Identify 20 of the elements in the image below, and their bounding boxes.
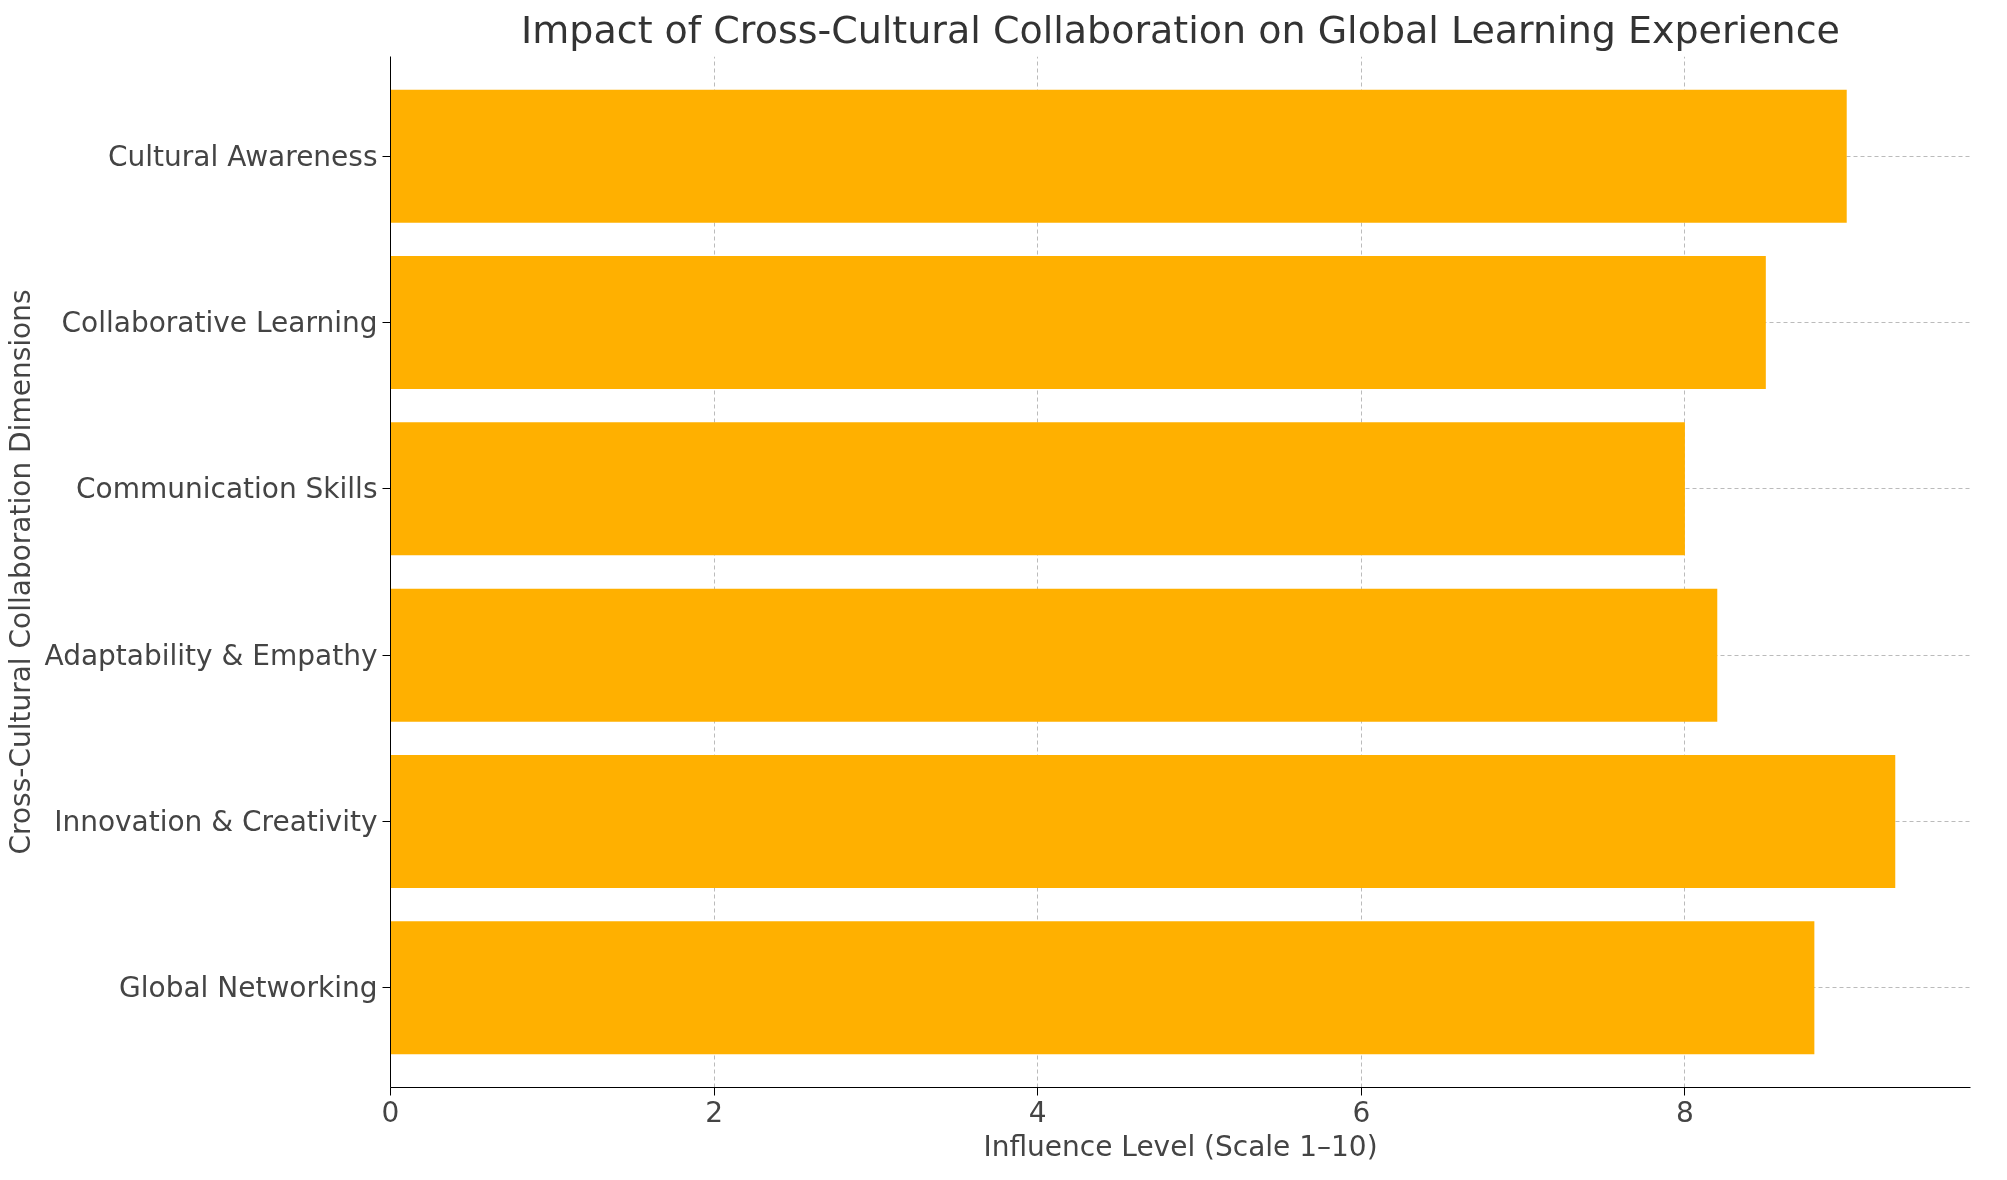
- x-tick-label: 0: [381, 1095, 400, 1129]
- y-axis-title: Cross-Cultural Collaboration Dimensions: [3, 289, 37, 855]
- bar: [390, 256, 1766, 390]
- y-tick-label: Global Networking: [119, 971, 378, 1005]
- y-tick-label: Innovation & Creativity: [54, 804, 378, 838]
- y-tick-label: Collaborative Learning: [61, 306, 378, 340]
- bar: [390, 89, 1847, 223]
- x-tick-label: 4: [1028, 1095, 1047, 1129]
- x-tick-label: 8: [1676, 1095, 1694, 1129]
- bar: [390, 754, 1896, 888]
- y-tick-label: Cultural Awareness: [108, 139, 378, 173]
- x-tick-label: 2: [705, 1095, 724, 1129]
- bar: [390, 588, 1718, 722]
- bar: [390, 921, 1815, 1055]
- bar: [390, 422, 1685, 556]
- y-tick-label: Communication Skills: [75, 472, 378, 506]
- y-tick-label: Adaptability & Empathy: [44, 638, 378, 672]
- x-axis-title: Influence Level (Scale 1–10): [983, 1129, 1378, 1163]
- chart-title: Impact of Cross-Cultural Collaboration on Global Learning Experience: [521, 7, 1840, 52]
- x-tick-label: 6: [1352, 1095, 1371, 1129]
